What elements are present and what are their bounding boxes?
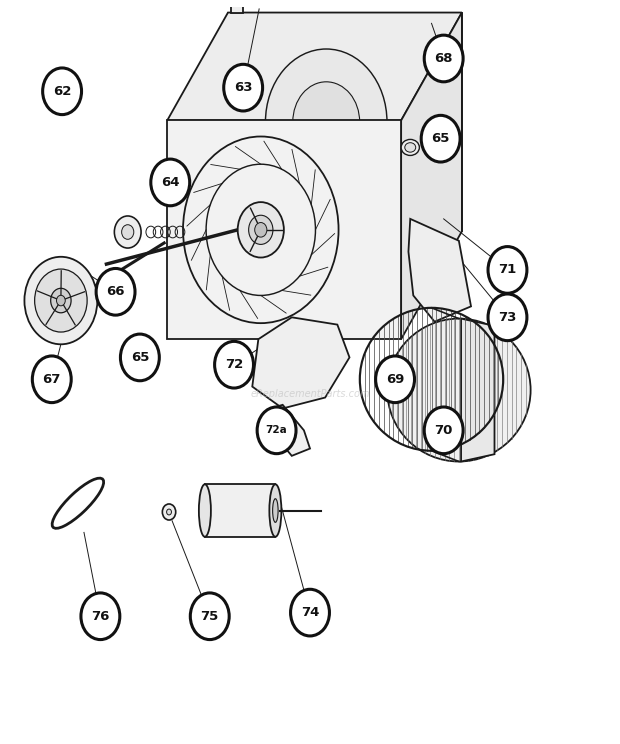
- Text: 74: 74: [301, 606, 319, 619]
- Text: 63: 63: [234, 81, 252, 94]
- Text: 66: 66: [106, 285, 125, 298]
- Text: 62: 62: [53, 85, 71, 97]
- Text: 73: 73: [498, 311, 516, 324]
- Circle shape: [376, 356, 415, 403]
- Polygon shape: [228, 13, 462, 231]
- Circle shape: [122, 225, 134, 240]
- Circle shape: [421, 115, 460, 162]
- Circle shape: [51, 288, 71, 312]
- Circle shape: [43, 68, 82, 115]
- Circle shape: [96, 269, 135, 315]
- Circle shape: [488, 246, 527, 293]
- Circle shape: [293, 82, 360, 162]
- Ellipse shape: [401, 139, 419, 155]
- Circle shape: [190, 593, 229, 640]
- Circle shape: [32, 356, 71, 403]
- Polygon shape: [270, 405, 310, 456]
- Text: 72a: 72a: [266, 426, 288, 435]
- Circle shape: [488, 294, 527, 341]
- Text: 65: 65: [432, 132, 450, 145]
- Circle shape: [151, 159, 190, 206]
- Text: 65: 65: [131, 351, 149, 364]
- Circle shape: [120, 334, 159, 381]
- Circle shape: [424, 35, 463, 82]
- Ellipse shape: [199, 484, 211, 536]
- Text: 75: 75: [201, 610, 219, 623]
- Circle shape: [237, 202, 284, 257]
- Polygon shape: [461, 318, 495, 461]
- Text: eReplacementParts.com: eReplacementParts.com: [250, 389, 370, 399]
- Polygon shape: [252, 318, 350, 408]
- Circle shape: [265, 49, 387, 195]
- Circle shape: [81, 593, 120, 640]
- Circle shape: [215, 341, 254, 388]
- Circle shape: [255, 222, 267, 237]
- Circle shape: [167, 509, 172, 515]
- Circle shape: [291, 589, 329, 636]
- Text: 67: 67: [43, 373, 61, 386]
- Polygon shape: [205, 484, 275, 536]
- Text: 64: 64: [161, 176, 180, 189]
- Text: 76: 76: [91, 610, 110, 623]
- Text: 68: 68: [435, 52, 453, 65]
- Polygon shape: [401, 13, 462, 339]
- Circle shape: [35, 269, 87, 332]
- Text: 70: 70: [435, 424, 453, 437]
- Polygon shape: [167, 121, 401, 339]
- Polygon shape: [409, 219, 471, 321]
- Circle shape: [56, 295, 65, 306]
- Polygon shape: [167, 13, 462, 121]
- Circle shape: [257, 407, 296, 454]
- Ellipse shape: [269, 484, 281, 536]
- Text: 69: 69: [386, 373, 404, 386]
- Ellipse shape: [273, 498, 278, 522]
- Circle shape: [424, 407, 463, 454]
- Text: 72: 72: [225, 358, 243, 371]
- Circle shape: [224, 64, 263, 111]
- Text: 71: 71: [498, 263, 516, 277]
- Polygon shape: [231, 0, 243, 13]
- Circle shape: [249, 215, 273, 244]
- Ellipse shape: [405, 143, 416, 153]
- Circle shape: [24, 257, 97, 344]
- Ellipse shape: [388, 318, 531, 461]
- Circle shape: [114, 216, 141, 248]
- Circle shape: [162, 504, 175, 520]
